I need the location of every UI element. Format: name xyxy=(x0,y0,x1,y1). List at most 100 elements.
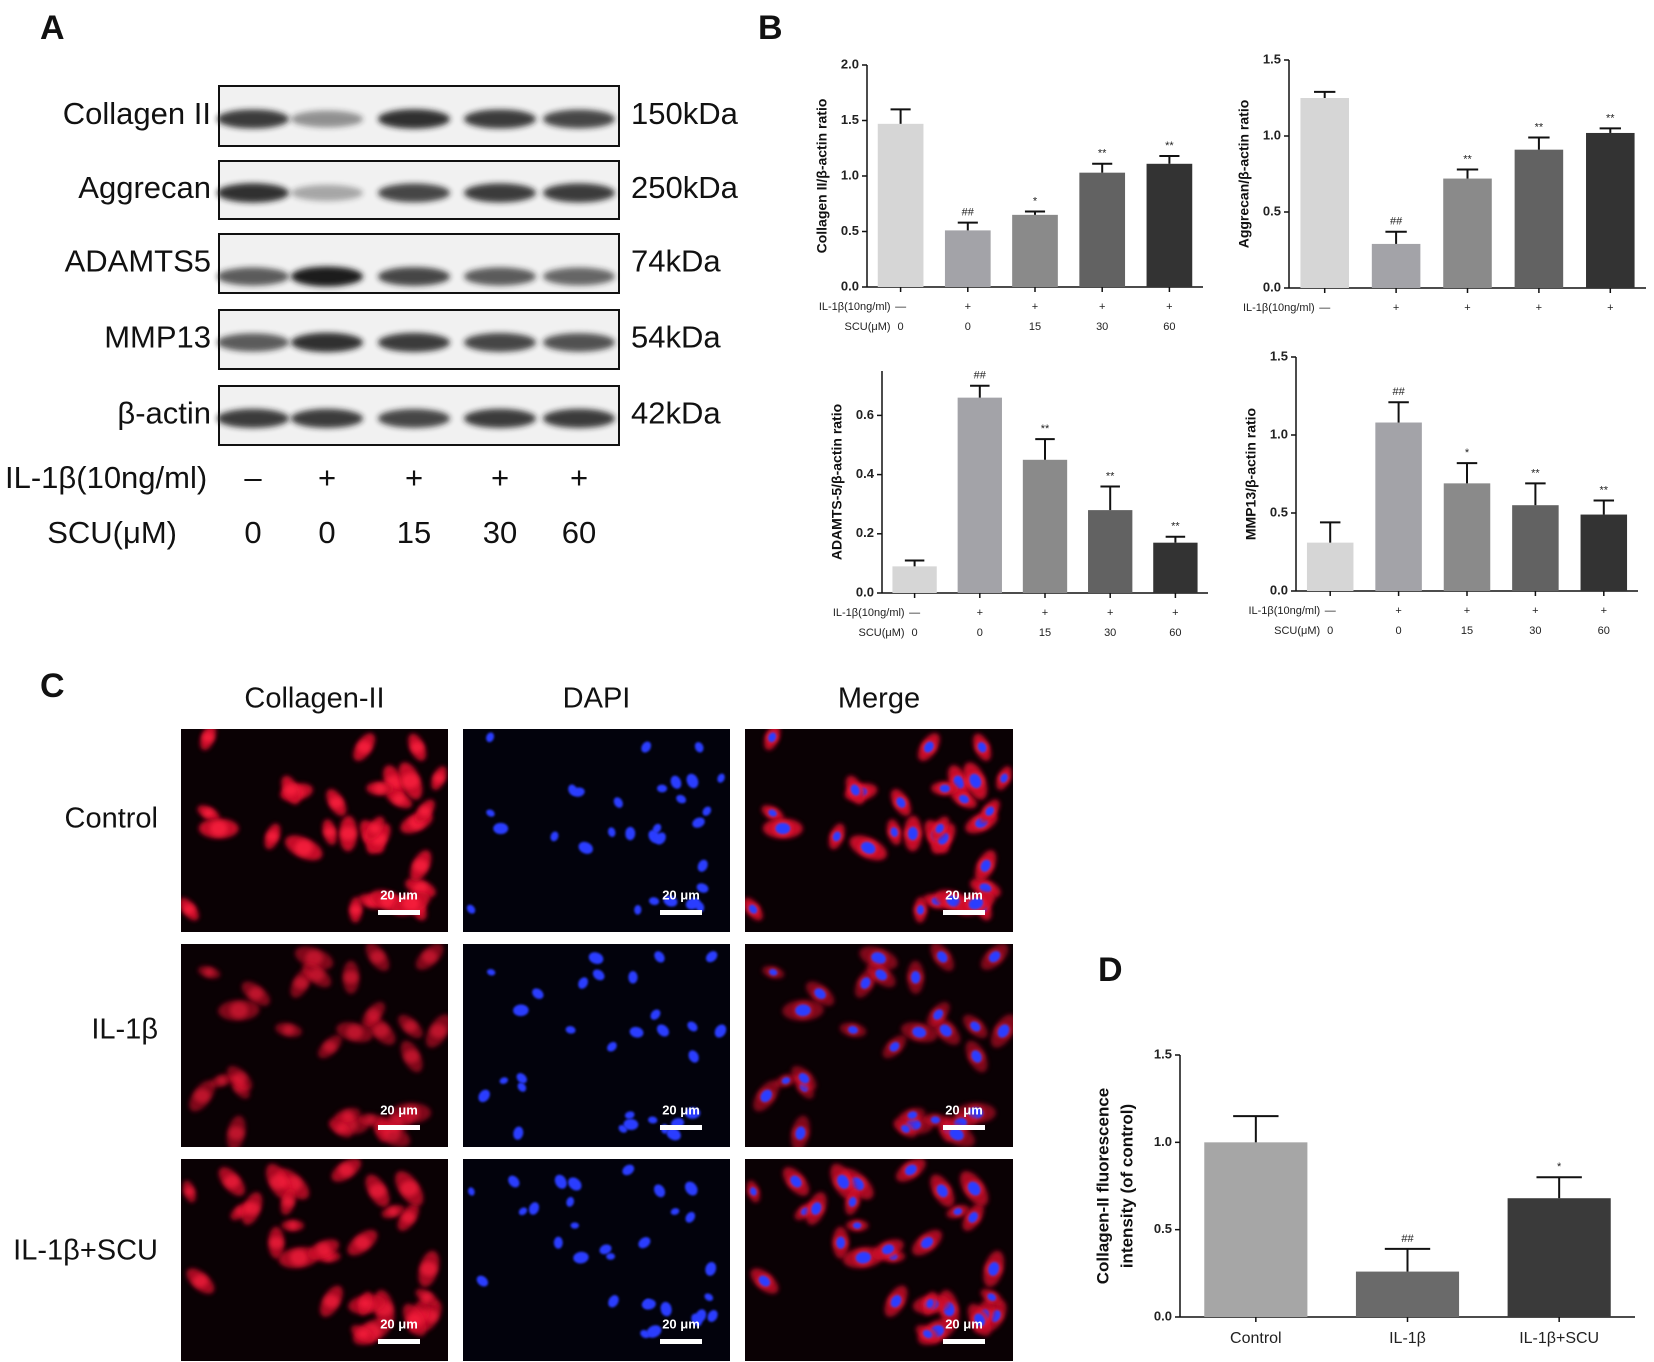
band xyxy=(378,409,450,428)
cell-core xyxy=(289,1249,308,1266)
nucleus xyxy=(953,1208,963,1215)
cell-core xyxy=(346,1025,363,1040)
nucleus xyxy=(912,1026,927,1038)
nucleus xyxy=(768,732,777,743)
cell-core xyxy=(413,859,429,873)
nucleus xyxy=(646,1325,662,1338)
x-row-value: 15 xyxy=(1039,627,1051,639)
significance: ** xyxy=(1171,521,1180,533)
cell-core xyxy=(370,950,385,964)
nucleus xyxy=(969,773,982,789)
protein-size: 74kDa xyxy=(631,244,721,279)
cell-core xyxy=(216,1076,227,1085)
micrograph xyxy=(745,729,1013,932)
cell-core xyxy=(229,1002,248,1019)
x-row-value: — xyxy=(909,607,920,619)
cell-core xyxy=(224,1174,240,1189)
nucleus xyxy=(550,831,559,842)
nucleus xyxy=(687,1021,698,1032)
nucleus xyxy=(692,817,705,828)
nucleus xyxy=(855,1251,872,1264)
nucleus xyxy=(980,859,991,872)
nucleus xyxy=(499,1077,509,1085)
nucleus xyxy=(910,971,921,984)
nucleus xyxy=(775,822,791,835)
cell-core xyxy=(338,1163,354,1177)
bar xyxy=(1443,178,1492,288)
significance: ** xyxy=(1098,148,1107,160)
nucleus xyxy=(860,977,871,989)
cell-core xyxy=(410,741,424,753)
cell-core xyxy=(202,732,214,743)
bar xyxy=(944,230,991,287)
cell-core xyxy=(284,784,298,796)
x-row-label: IL-1β(10ng/ml) xyxy=(833,607,905,619)
nucleus xyxy=(850,784,860,796)
cell-core xyxy=(406,1313,423,1327)
column-header: DAPI xyxy=(563,683,631,715)
nucleus xyxy=(768,809,777,817)
x-row-value: + xyxy=(1395,605,1401,617)
cell-core xyxy=(401,773,420,789)
nucleus xyxy=(622,1164,635,1176)
x-row-value: + xyxy=(1107,607,1113,619)
band xyxy=(543,183,615,203)
nucleus xyxy=(634,905,642,915)
bar xyxy=(1153,542,1198,593)
x-tick-label: IL-1β+SCU xyxy=(1519,1330,1599,1347)
nucleus xyxy=(628,971,638,984)
significance: * xyxy=(1557,1161,1562,1173)
nucleus xyxy=(656,784,668,793)
nucleus xyxy=(696,883,709,893)
bar xyxy=(1204,1142,1308,1317)
blot-strip xyxy=(217,160,620,220)
micrograph xyxy=(745,1159,1013,1361)
cell-core xyxy=(282,1196,295,1207)
scale-bar xyxy=(943,1339,985,1344)
y-tick-label: 2.0 xyxy=(841,56,859,71)
cell-core xyxy=(420,1261,437,1276)
x-row-value: + xyxy=(1464,605,1470,617)
nucleus xyxy=(930,1116,941,1124)
nucleus xyxy=(848,1026,859,1034)
y-tick-label: 0.5 xyxy=(841,223,859,238)
nucleus xyxy=(949,1128,964,1141)
nucleus xyxy=(570,1222,579,1229)
nucleus xyxy=(922,1329,933,1339)
nucleus xyxy=(860,841,876,854)
cell-core xyxy=(340,826,357,841)
nucleus xyxy=(970,1021,981,1032)
protein-size: 42kDa xyxy=(631,396,721,431)
nucleus xyxy=(513,1004,529,1017)
y-tick-label: 0.2 xyxy=(856,525,874,540)
blot-frame xyxy=(218,233,620,294)
bar xyxy=(877,123,924,287)
micrograph xyxy=(745,944,1013,1147)
nucleus xyxy=(518,1207,528,1216)
significance: * xyxy=(1033,195,1038,207)
panel-label: C xyxy=(40,667,65,705)
nucleus xyxy=(971,1050,982,1063)
row-label: IL-1β+SCU xyxy=(13,1235,158,1267)
nucleus xyxy=(814,988,826,999)
nucleus xyxy=(592,969,605,981)
cell-core xyxy=(343,971,359,984)
nucleus xyxy=(907,826,918,841)
cell-core xyxy=(183,904,195,915)
nucleus xyxy=(987,1293,997,1301)
bar xyxy=(892,566,937,593)
y-axis-title: Collagen-II fluorescence xyxy=(1093,1088,1112,1285)
x-row-value: 60 xyxy=(1169,627,1181,639)
micrograph xyxy=(463,729,730,932)
nucleus xyxy=(676,794,687,804)
nucleus xyxy=(599,1244,612,1255)
band xyxy=(464,333,536,352)
nucleus xyxy=(476,1275,489,1287)
nucleus xyxy=(974,1313,985,1327)
nucleus xyxy=(907,1111,918,1119)
y-tick-label: 1.0 xyxy=(1154,1134,1172,1149)
x-row-label: SCU(μM) xyxy=(859,627,905,639)
blot-strip xyxy=(217,85,620,147)
x-row-value: 0 xyxy=(912,627,918,639)
nucleus xyxy=(578,977,589,989)
